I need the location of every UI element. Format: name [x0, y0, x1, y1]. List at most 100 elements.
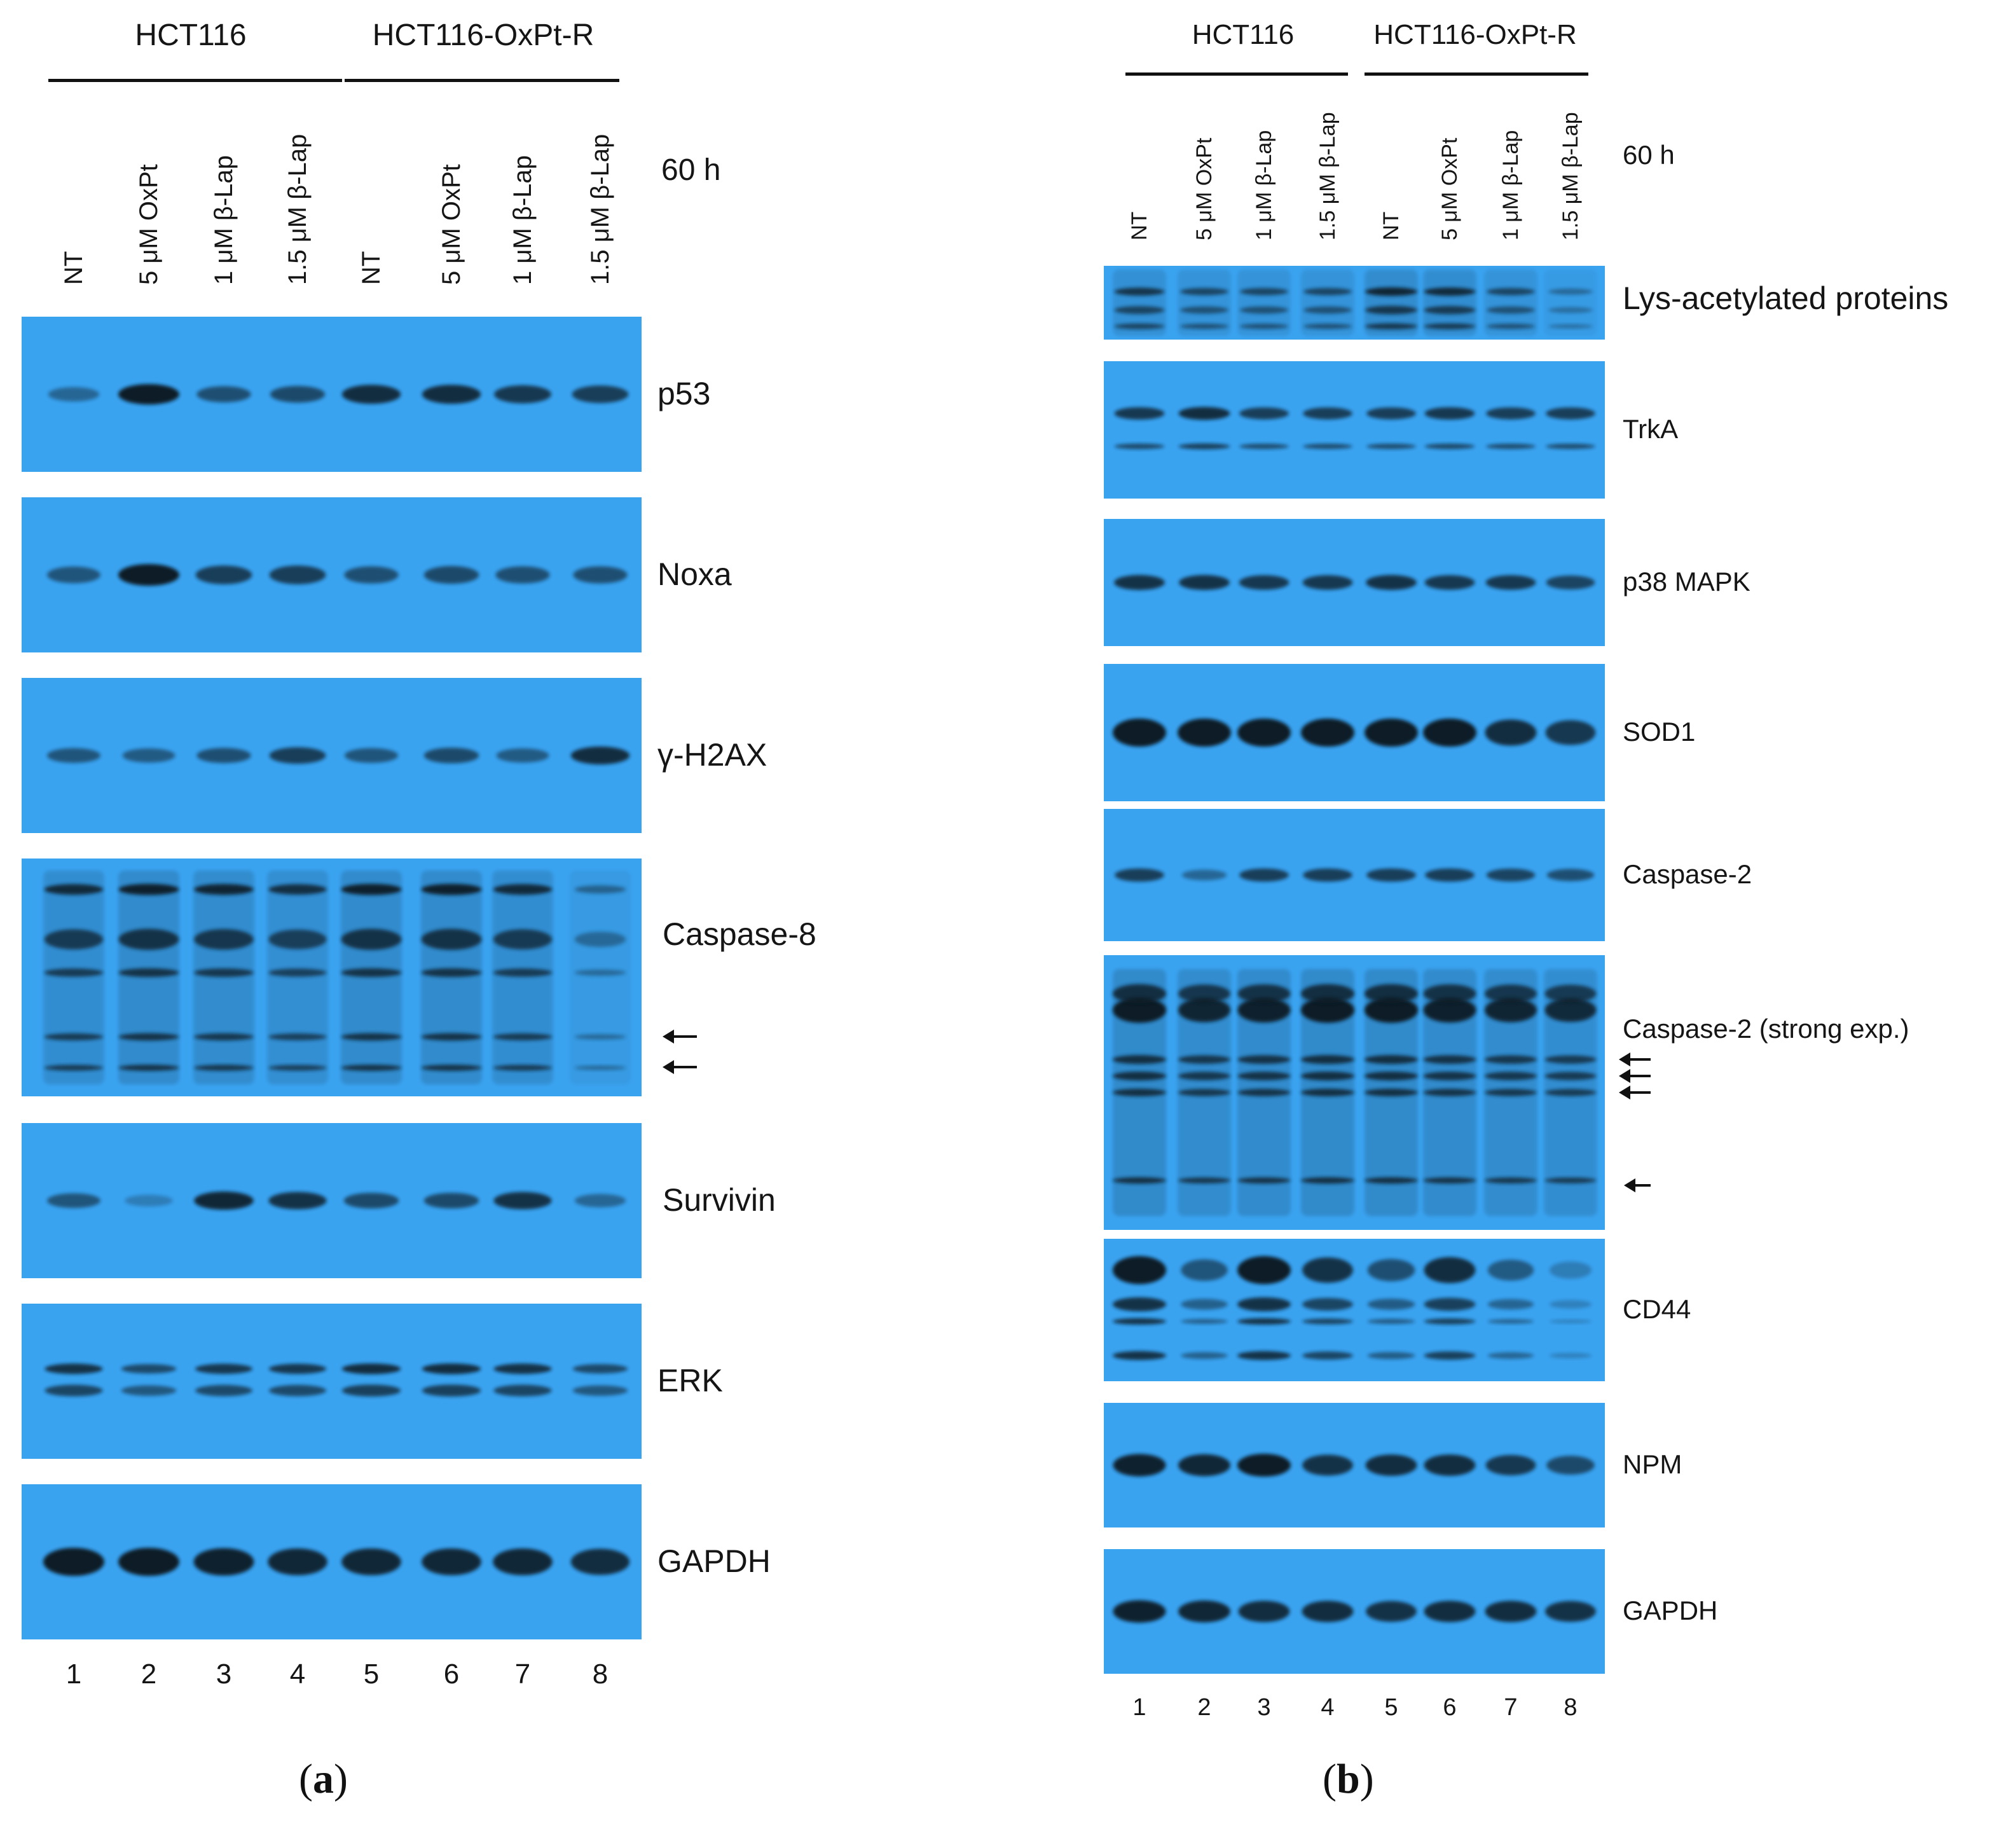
band-lane-8 [1546, 443, 1595, 450]
band-lane-6 [421, 968, 482, 977]
band-lane-1 [45, 1363, 103, 1374]
band-lane-3 [194, 1033, 254, 1041]
band-lane-1 [47, 566, 100, 584]
band-lane-8 [574, 885, 626, 893]
band-lane-8 [1544, 1055, 1597, 1064]
lane-label-5: NT [1379, 211, 1403, 240]
band-lane-2 [118, 1548, 179, 1576]
band-lane-1 [1113, 1600, 1166, 1623]
band-lane-7 [1485, 1455, 1536, 1475]
band-lane-2 [1181, 1259, 1228, 1281]
band-lane-7 [1487, 306, 1535, 314]
band-lane-4 [1302, 1601, 1354, 1622]
group-line-oxpt-r-b [1365, 72, 1588, 76]
lane-number-7: 7 [514, 1658, 531, 1690]
lane-label-3: 1 μM β-Lap [1252, 130, 1276, 240]
band-lane-7 [493, 1548, 553, 1576]
band-lane-5 [341, 1363, 401, 1374]
blot-image [43, 1548, 630, 1576]
blot-image [1113, 1256, 1592, 1360]
blot-erk [22, 1304, 642, 1459]
band-lane-3 [1238, 1601, 1290, 1622]
band-lane-6 [1424, 575, 1475, 590]
band-lane-5 [341, 1548, 401, 1576]
smear-lane-3 [193, 870, 254, 1085]
band-lane-7 [493, 1192, 552, 1210]
group-label-oxpt-r-b: HCT116-OxPt-R [1373, 19, 1577, 50]
band-lane-7 [1487, 324, 1535, 329]
band-lane-4 [1301, 719, 1354, 747]
band-lane-4 [268, 969, 327, 977]
band-label-6: ERK [657, 1363, 723, 1398]
blot-image [1113, 969, 1597, 1217]
band-lane-7 [1485, 1055, 1537, 1064]
blot-image [45, 1363, 628, 1396]
band-lane-5 [1365, 1055, 1418, 1065]
band-label-1: p53 [657, 376, 711, 411]
band-lane-4 [1302, 1351, 1353, 1360]
smear-lane-2 [118, 870, 179, 1085]
band-lane-7 [496, 748, 549, 763]
band-lane-3 [1237, 1256, 1291, 1285]
band-lane-5 [1367, 1258, 1415, 1281]
band-lane-1 [44, 1033, 104, 1041]
band-lane-8 [1546, 576, 1595, 590]
smear-lane-5 [341, 870, 402, 1085]
band-lane-8 [1544, 1072, 1597, 1080]
band-lane-4 [1303, 306, 1352, 314]
band-lane-1 [1113, 1297, 1166, 1312]
band-lane-6 [1424, 443, 1475, 450]
lane-number-8: 8 [592, 1658, 609, 1690]
smear-lane-1 [1113, 269, 1166, 336]
band-lane-5 [341, 1065, 402, 1072]
band-lane-5 [1365, 719, 1418, 747]
band-lane-3 [1239, 443, 1289, 450]
band-lane-3 [1240, 324, 1288, 329]
blot-image [1115, 868, 1595, 882]
band-label-9: GAPDH [1623, 1595, 1718, 1625]
lane-number-4: 4 [1321, 1694, 1335, 1721]
band-lane-8 [1548, 288, 1593, 295]
band-lane-6 [422, 1548, 481, 1576]
smear-lane-2 [1178, 269, 1231, 336]
band-lane-3 [195, 1384, 252, 1396]
blot-sod1 [1104, 664, 1605, 801]
lane-label-5: NT [357, 251, 385, 285]
blot-image [1114, 575, 1595, 590]
band-lane-3 [1237, 1351, 1291, 1360]
band-lane-6 [1424, 287, 1476, 296]
band-lane-2 [1180, 287, 1228, 296]
band-lane-3 [1237, 997, 1291, 1023]
band-lane-3 [1239, 407, 1289, 420]
band-lane-3 [193, 1548, 254, 1576]
band-lane-6 [1424, 1318, 1476, 1325]
band-lane-6 [422, 1363, 481, 1374]
band-lane-6 [1423, 1055, 1476, 1065]
band-lane-3 [196, 386, 251, 403]
band-lane-6 [1424, 1601, 1476, 1622]
band-lane-7 [493, 1384, 552, 1396]
band-lane-8 [1544, 1089, 1597, 1096]
band-lane-8 [573, 566, 628, 584]
band-lane-5 [1366, 868, 1416, 882]
lane-label-1: NT [60, 251, 88, 285]
band-lane-1 [47, 748, 100, 763]
band-lane-7 [1487, 1299, 1534, 1310]
band-label-1: Lys-acetylated proteins [1623, 280, 1949, 316]
band-label-4: Caspase-8 [663, 916, 816, 952]
cleavage-arrow-2 [663, 1060, 697, 1074]
band-lane-4 [1303, 287, 1352, 296]
blot-caspase-2 [1104, 809, 1605, 941]
band-lane-5 [1365, 287, 1417, 296]
band-lane-2 [1178, 719, 1231, 747]
band-lane-5 [1366, 443, 1416, 450]
blot-npm [1104, 1403, 1605, 1527]
lane-number-8: 8 [1564, 1694, 1578, 1721]
band-lane-1 [1114, 323, 1165, 329]
band-lane-8 [572, 385, 629, 403]
band-lane-8 [574, 932, 626, 948]
band-lane-2 [1180, 306, 1228, 314]
blot-caspase-8 [22, 858, 642, 1096]
band-lane-1 [1113, 1318, 1166, 1325]
blot-lys-acetylated-proteins [1104, 266, 1605, 340]
